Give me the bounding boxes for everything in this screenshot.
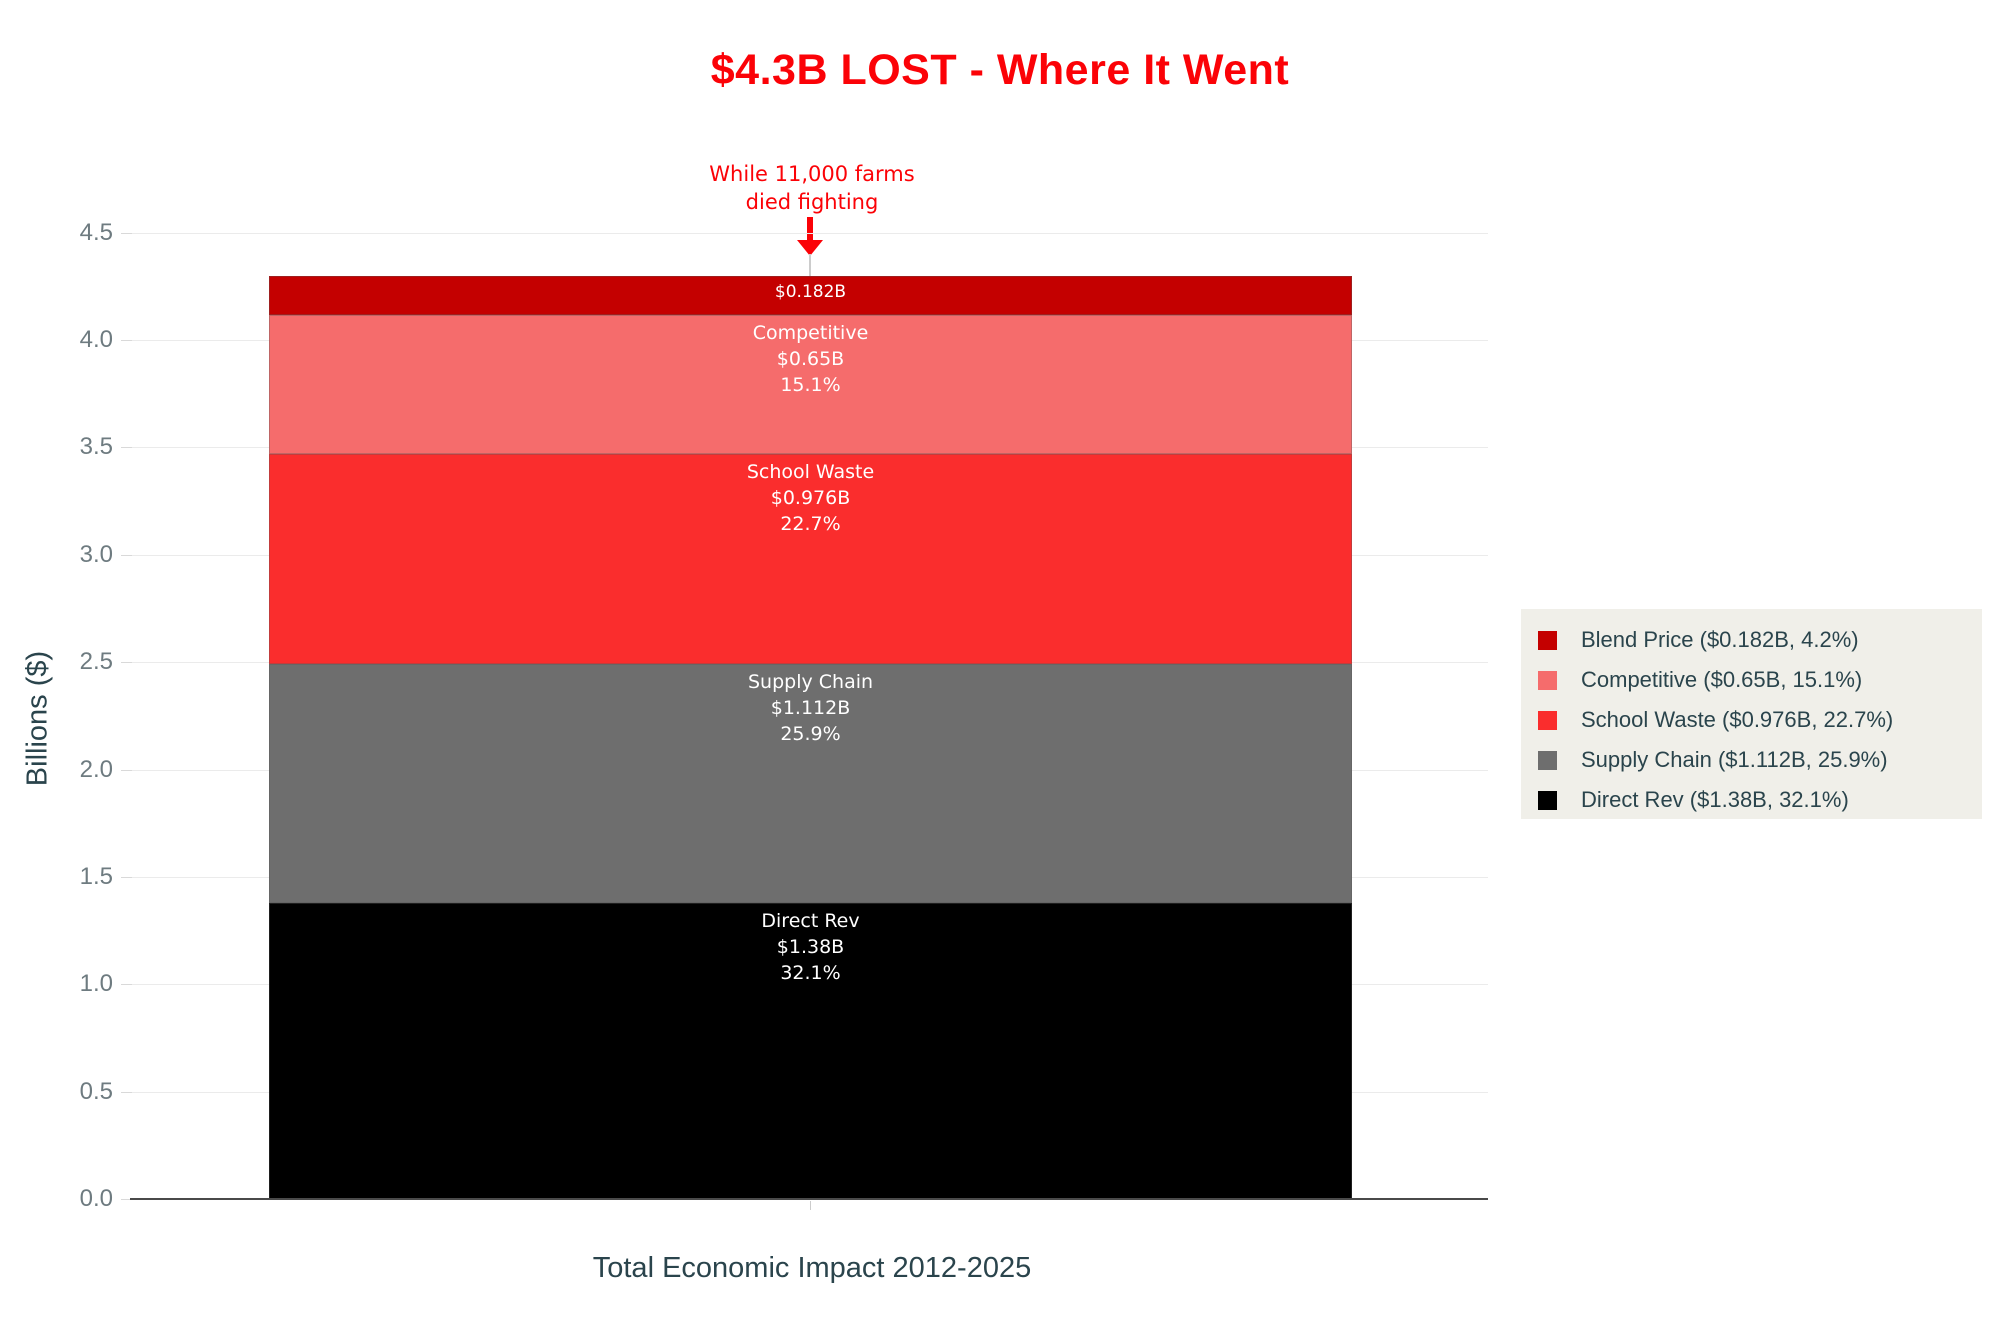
y-tick-label: 4.0	[79, 326, 113, 353]
y-tick-label: 2.0	[79, 756, 113, 783]
legend-item-school-waste[interactable]: School Waste ($0.976B, 22.7%)	[1538, 700, 1982, 740]
annotation-arrow-shaft	[807, 217, 813, 241]
legend-label: Supply Chain ($1.112B, 25.9%)	[1581, 747, 1888, 772]
segment-label: School Waste $0.976B 22.7%	[746, 461, 875, 535]
y-tick-label: 2.5	[79, 648, 113, 675]
y-tick-label: 3.5	[79, 433, 113, 460]
segment-label: $0.182B	[774, 282, 847, 302]
y-tick-label: 1.5	[79, 863, 113, 890]
legend-swatch-blend-price	[1538, 630, 1557, 650]
chart-title: $4.3B LOST - Where It Went	[710, 46, 1290, 94]
y-tick-label: 3.0	[79, 541, 113, 568]
legend-swatch-school-waste	[1538, 710, 1557, 730]
legend-item-competitive[interactable]: Competitive ($0.65B, 15.1%)	[1538, 660, 1982, 700]
legend-item-supply-chain[interactable]: Supply Chain ($1.112B, 25.9%)	[1538, 740, 1982, 780]
segment-label: Direct Rev $1.38B 32.1%	[761, 910, 860, 984]
y-tick-mark	[121, 877, 132, 878]
legend-item-direct-rev[interactable]: Direct Rev ($1.38B, 32.1%)	[1538, 780, 1982, 820]
legend-label: Blend Price ($0.182B, 4.2%)	[1581, 627, 1859, 652]
y-tick-label: 4.5	[79, 219, 113, 246]
legend-label: Competitive ($0.65B, 15.1%)	[1581, 667, 1863, 692]
y-tick-mark	[121, 662, 132, 663]
x-axis-line	[130, 1198, 1488, 1200]
bar-segment-supply-chain[interactable]: Supply Chain $1.112B 25.9%	[269, 664, 1352, 903]
y-tick-label: 0.5	[79, 1078, 113, 1105]
y-tick-mark	[121, 770, 132, 771]
annotation-arrow-head-icon	[797, 240, 823, 256]
bar-segment-school-waste[interactable]: School Waste $0.976B 22.7%	[269, 454, 1352, 664]
y-tick-mark	[121, 1092, 132, 1093]
annotation-text: While 11,000 farms died fighting	[512, 160, 1112, 216]
x-axis-title: Total Economic Impact 2012-2025	[592, 1252, 1032, 1284]
y-tick-mark	[121, 233, 132, 234]
x-tick-mark	[810, 1201, 811, 1210]
y-axis-title: Billions ($)	[21, 650, 54, 787]
y-tick-mark	[121, 984, 132, 985]
y-tick-mark	[121, 447, 132, 448]
y-tick-mark	[121, 555, 132, 556]
y-tick-label: 0.0	[79, 1185, 113, 1212]
gridline	[130, 233, 1488, 234]
legend-label: School Waste ($0.976B, 22.7%)	[1581, 707, 1894, 732]
annotation-line-1: While 11,000 farms	[709, 162, 915, 186]
annotation-connector-line	[809, 254, 811, 278]
legend-item-blend-price[interactable]: Blend Price ($0.182B, 4.2%)	[1538, 620, 1982, 660]
legend-label: Direct Rev ($1.38B, 32.1%)	[1581, 787, 1849, 812]
segment-label: Competitive $0.65B 15.1%	[752, 322, 869, 396]
y-tick-mark	[121, 340, 132, 341]
bar-segment-direct-rev[interactable]: Direct Rev $1.38B 32.1%	[269, 903, 1352, 1199]
legend: Blend Price ($0.182B, 4.2%) Competitive …	[1521, 609, 1982, 819]
legend-swatch-competitive	[1538, 670, 1557, 690]
bar-segment-blend-price[interactable]: $0.182B	[269, 276, 1352, 315]
y-tick-mark	[121, 1199, 132, 1200]
segment-label: Supply Chain $1.112B 25.9%	[747, 671, 874, 745]
legend-swatch-direct-rev	[1538, 790, 1557, 810]
annotation-line-2: died fighting	[745, 190, 879, 214]
y-tick-label: 1.0	[79, 970, 113, 997]
bar-segment-competitive[interactable]: Competitive $0.65B 15.1%	[269, 315, 1352, 454]
legend-swatch-supply-chain	[1538, 750, 1557, 770]
